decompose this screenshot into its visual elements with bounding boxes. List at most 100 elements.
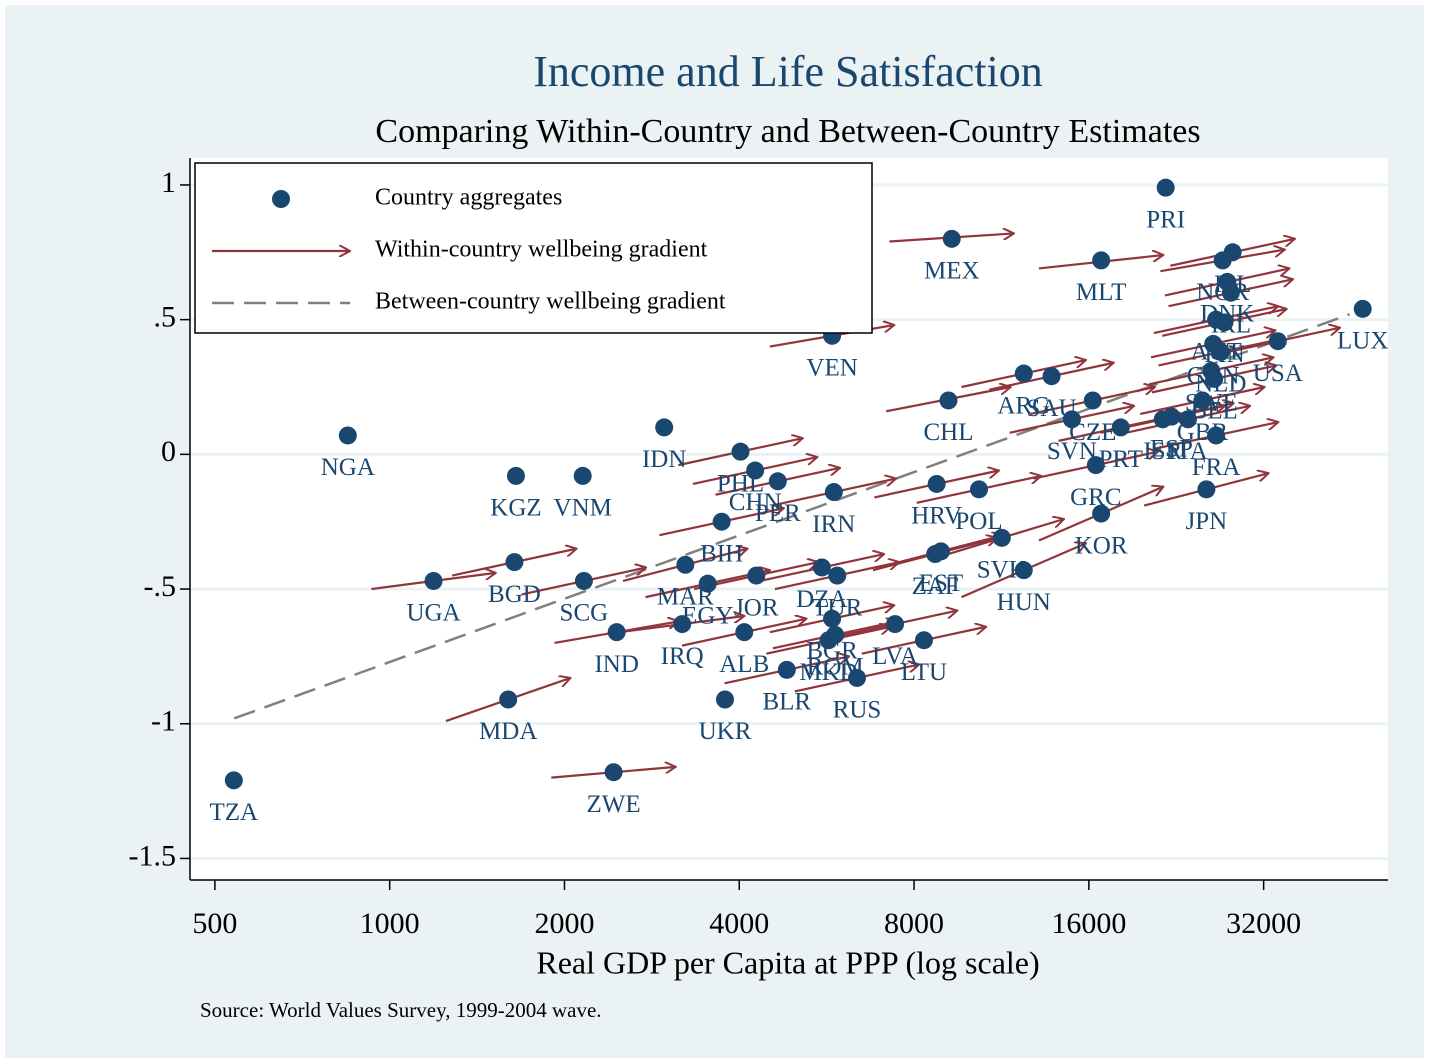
country-point <box>1221 283 1240 302</box>
y-tick-label: -1 <box>151 705 176 738</box>
country-point <box>1083 391 1102 410</box>
country-point <box>746 461 765 480</box>
country-label: HRV <box>911 503 962 530</box>
fit-line <box>233 313 1351 720</box>
country-point <box>655 418 674 437</box>
country-point <box>1193 391 1212 410</box>
y-tick-label: 0 <box>161 435 176 468</box>
legend-label: Between-country wellbeing gradient <box>375 289 726 315</box>
country-label: JOR <box>734 594 779 621</box>
country-point <box>1268 332 1287 351</box>
country-point <box>1197 480 1216 499</box>
country-label: VEN <box>806 355 857 382</box>
country-label: HUN <box>997 589 1051 616</box>
legend-label: Within-country wellbeing gradient <box>375 237 708 263</box>
country-label: FRA <box>1192 454 1241 481</box>
country-point <box>673 615 692 634</box>
country-label: UKR <box>699 718 752 745</box>
x-axis-title: Real GDP per Capita at PPP (log scale) <box>536 944 1039 980</box>
x-tick-label: 8000 <box>884 907 944 940</box>
country-point <box>1014 561 1033 580</box>
country-label: MEX <box>924 258 980 285</box>
country-label: BLR <box>762 689 811 716</box>
country-label: SCG <box>560 600 609 627</box>
country-point <box>1092 251 1111 270</box>
country-label: MDA <box>479 718 537 745</box>
country-label: BIH <box>700 540 743 567</box>
country-label: MLT <box>1076 279 1126 306</box>
country-point <box>970 480 989 499</box>
country-point <box>1353 299 1372 318</box>
country-label: EGY <box>682 602 733 629</box>
country-label: USA <box>1253 360 1303 387</box>
country-point <box>573 466 592 485</box>
country-point <box>607 623 626 642</box>
country-label: CZE <box>1069 419 1116 446</box>
country-label: PRT <box>1099 446 1143 473</box>
country-label: IND <box>594 651 638 678</box>
legend-label: Country aggregates <box>375 185 562 211</box>
country-point <box>604 763 623 782</box>
country-point <box>1111 418 1130 437</box>
x-tick-label: 32000 <box>1226 907 1301 940</box>
country-point <box>1162 407 1181 426</box>
country-point <box>1213 251 1232 270</box>
country-point <box>914 631 933 650</box>
country-label: ISR <box>1143 438 1182 465</box>
country-label: POL <box>955 508 1002 535</box>
country-point <box>812 558 831 577</box>
country-label: SWE <box>1185 390 1238 417</box>
country-label: ALB <box>719 651 769 678</box>
country-point <box>927 474 946 493</box>
country-label: MKD <box>799 659 857 686</box>
x-tick-label: 1000 <box>360 907 420 940</box>
country-point <box>847 668 866 687</box>
country-label: ZAF <box>912 573 959 600</box>
country-label: PER <box>755 500 801 527</box>
country-point <box>715 690 734 709</box>
country-point <box>506 466 525 485</box>
country-point <box>1207 426 1226 445</box>
country-label: ZWE <box>587 791 641 818</box>
country-point <box>886 615 905 634</box>
country-point <box>828 566 847 585</box>
country-label: VNM <box>554 495 612 522</box>
country-point <box>712 512 731 531</box>
chart-subtitle: Comparing Within-Country and Between-Cou… <box>375 113 1200 150</box>
country-label: LUX <box>1337 328 1388 355</box>
x-tick-label: 500 <box>192 907 237 940</box>
legend-marker <box>272 190 290 208</box>
country-label: TUR <box>812 594 862 621</box>
country-point <box>1062 410 1081 429</box>
y-tick-label: -1.5 <box>129 839 177 872</box>
country-label: IDN <box>642 446 686 473</box>
source-note: Source: World Values Survey, 1999-2004 w… <box>200 998 602 1022</box>
country-point <box>942 229 961 248</box>
country-label: KGZ <box>490 495 541 522</box>
country-label: LVA <box>872 643 918 670</box>
country-label: DZA <box>796 586 847 613</box>
country-point <box>424 571 443 590</box>
country-label: LTU <box>901 659 947 686</box>
y-tick-label: -.5 <box>144 570 177 603</box>
country-point <box>1205 369 1224 388</box>
chart-title: Income and Life Satisfaction <box>533 47 1042 96</box>
country-label: KOR <box>1075 532 1128 559</box>
country-point <box>731 442 750 461</box>
x-tick-label: 4000 <box>709 907 769 940</box>
country-point <box>824 483 843 502</box>
country-point <box>1014 364 1033 383</box>
country-point <box>574 571 593 590</box>
country-point <box>735 623 754 642</box>
country-point <box>1215 313 1234 332</box>
country-label: RUS <box>833 697 882 724</box>
marks: TZANGAUGAKGZBGDMDAVNMSCGINDZWEIDNIRQMARE… <box>210 178 1388 826</box>
country-point <box>747 566 766 585</box>
country-label: BGD <box>488 581 541 608</box>
country-point <box>1204 334 1223 353</box>
country-point <box>939 391 958 410</box>
country-point <box>768 472 787 491</box>
country-point <box>992 528 1011 547</box>
country-point <box>819 631 838 650</box>
country-point <box>823 609 842 628</box>
